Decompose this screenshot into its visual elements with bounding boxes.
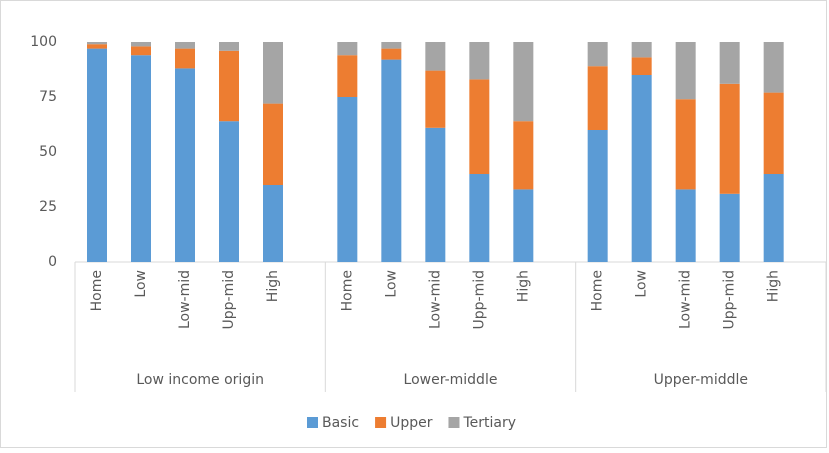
bar-segment	[631, 75, 652, 262]
x-tick-label: Home	[89, 270, 105, 311]
bar-segment	[87, 42, 107, 45]
bar-segment	[675, 189, 696, 262]
x-tick-label: Low-mid	[427, 270, 443, 329]
bar-segment	[263, 185, 283, 262]
bar-segment	[513, 121, 534, 190]
bar-segment	[175, 48, 195, 69]
bar-segment	[587, 42, 608, 67]
bar-segment	[175, 68, 195, 263]
bar-segment	[425, 127, 446, 262]
bar-segment	[763, 92, 784, 174]
legend-label: Basic	[322, 415, 359, 431]
bar-segment	[219, 121, 239, 262]
bar-segment	[175, 42, 195, 49]
legend-label: Upper	[390, 415, 433, 431]
bar-segment	[337, 97, 358, 262]
bar-segment	[469, 174, 490, 262]
x-tick-label: Home	[339, 270, 355, 311]
x-tick-label: High	[265, 270, 281, 302]
y-tick-label: 50	[39, 144, 57, 160]
bar-segment	[675, 99, 696, 190]
y-tick-label: 75	[39, 89, 57, 105]
bar-segment	[219, 50, 239, 122]
x-tick-label: Upp-mid	[471, 270, 487, 330]
group-label: Upper-middle	[654, 372, 748, 388]
y-tick-label: 25	[39, 199, 57, 215]
bar-segment	[425, 70, 446, 128]
bar-segment	[469, 79, 490, 174]
y-tick-label: 0	[48, 254, 57, 270]
bar-segment	[337, 42, 358, 56]
x-tick-label: High	[515, 270, 531, 302]
bar-segment	[263, 42, 283, 104]
x-tick-label: Low	[133, 270, 149, 298]
bar-segment	[381, 42, 402, 49]
bar-segment	[631, 57, 652, 75]
legend-swatch	[448, 417, 460, 428]
bar-segment	[131, 42, 151, 47]
legend-swatch	[375, 417, 387, 428]
bar-segment	[631, 42, 652, 58]
bar-segment	[425, 42, 446, 71]
legend-label: Tertiary	[462, 415, 516, 431]
bar-segment	[87, 48, 107, 262]
x-tick-label: Home	[590, 270, 606, 311]
x-tick-label: Low-mid	[177, 270, 193, 329]
x-tick-label: Upp-mid	[722, 270, 738, 330]
bar-segment	[131, 55, 151, 263]
x-tick-label: High	[766, 270, 782, 302]
bar-segment	[469, 42, 490, 80]
bar-segment	[337, 55, 358, 97]
bar-segment	[131, 46, 151, 56]
bar-segment	[381, 59, 402, 262]
x-tick-label: Upp-mid	[221, 270, 237, 330]
group-label: Lower-middle	[404, 372, 498, 388]
bar-segment	[719, 83, 740, 194]
bar-segment	[381, 48, 402, 60]
bar-segment	[513, 189, 534, 262]
group-label: Low income origin	[136, 372, 264, 388]
bar-segment	[263, 103, 283, 185]
bar-segment	[87, 44, 107, 49]
bar-segment	[587, 66, 608, 130]
bar-segment	[219, 42, 239, 51]
bar-segment	[719, 193, 740, 262]
x-tick-label: Low	[383, 270, 399, 298]
x-tick-label: Low-mid	[678, 270, 694, 329]
bar-segment	[763, 174, 784, 262]
x-tick-label: Low	[634, 270, 650, 298]
bar-segment	[587, 130, 608, 262]
bar-segment	[675, 42, 696, 100]
bar-segment	[513, 42, 534, 122]
legend-swatch	[307, 417, 318, 428]
bar-segment	[763, 42, 784, 93]
y-tick-label: 100	[30, 34, 57, 50]
bar-segment	[719, 42, 740, 84]
